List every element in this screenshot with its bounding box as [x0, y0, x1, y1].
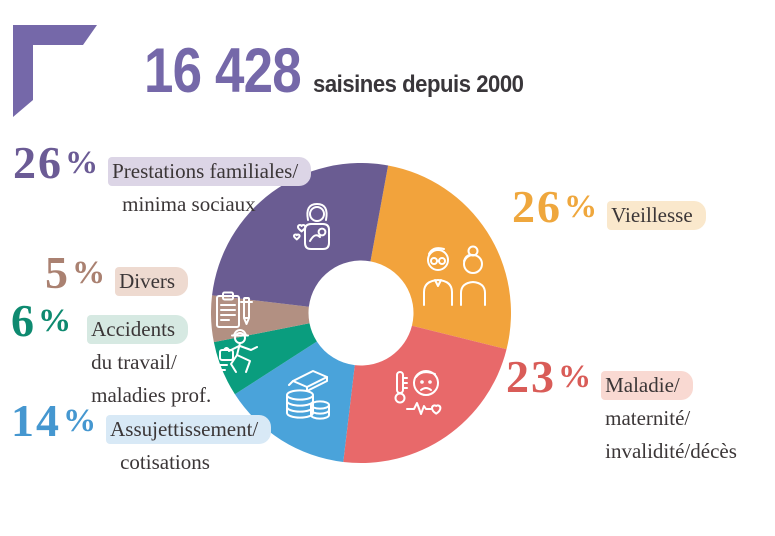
- legend-line: Vieillesse: [607, 201, 706, 230]
- legend-line: Prestations familiales/: [108, 157, 312, 186]
- header-subtitle: saisines depuis 2000: [313, 71, 524, 98]
- legend-line: Divers: [115, 267, 189, 296]
- donut-slice-sick-person: [343, 325, 507, 463]
- corner-bracket-icon: [13, 25, 97, 117]
- percent-sign: %: [564, 187, 598, 225]
- percent-value: 14: [11, 395, 61, 446]
- legend-item-maladie: 23% Maladie/ maternité/ invalidité/décès: [506, 354, 737, 468]
- corner-bracket-shape: [13, 25, 97, 117]
- percent-sign: %: [72, 253, 106, 291]
- legend-line: invalidité/décès: [605, 439, 737, 463]
- legend-item-prestations-familiales: 26% Prestations familiales/ minima socia…: [13, 137, 312, 221]
- percent-sign: %: [65, 143, 99, 181]
- percent-value: 26: [512, 181, 562, 232]
- donut-chart: [211, 163, 511, 463]
- legend-item-assujettissement: 14% Assujettissement/ cotisations: [11, 395, 272, 479]
- legend-item-accidents-travail: 6% Accidents du travail/ maladies prof.: [11, 298, 211, 412]
- legend-line: cotisations: [120, 450, 210, 474]
- percent-sign: %: [63, 401, 97, 439]
- legend-line: maladies prof.: [91, 383, 212, 407]
- percent-value: 6: [11, 295, 36, 346]
- legend-item-vieillesse: 26% Vieillesse: [512, 184, 706, 232]
- legend-line: Assujettissement/: [106, 415, 272, 444]
- percent-value: 23: [506, 351, 556, 402]
- legend-line: maternité/: [605, 406, 691, 430]
- legend-line: Accidents: [87, 315, 189, 344]
- legend-line: minima sociaux: [122, 192, 256, 216]
- donut-slice-elderly-couple: [370, 165, 511, 350]
- header-count: 16 428: [144, 36, 302, 106]
- percent-value: 26: [13, 137, 63, 188]
- legend-line: Maladie/: [601, 371, 693, 400]
- percent-sign: %: [38, 301, 72, 339]
- percent-sign: %: [558, 357, 592, 395]
- legend-item-divers: 5% Divers: [45, 247, 189, 298]
- legend-line: du travail/: [91, 350, 177, 374]
- percent-value: 5: [45, 247, 70, 298]
